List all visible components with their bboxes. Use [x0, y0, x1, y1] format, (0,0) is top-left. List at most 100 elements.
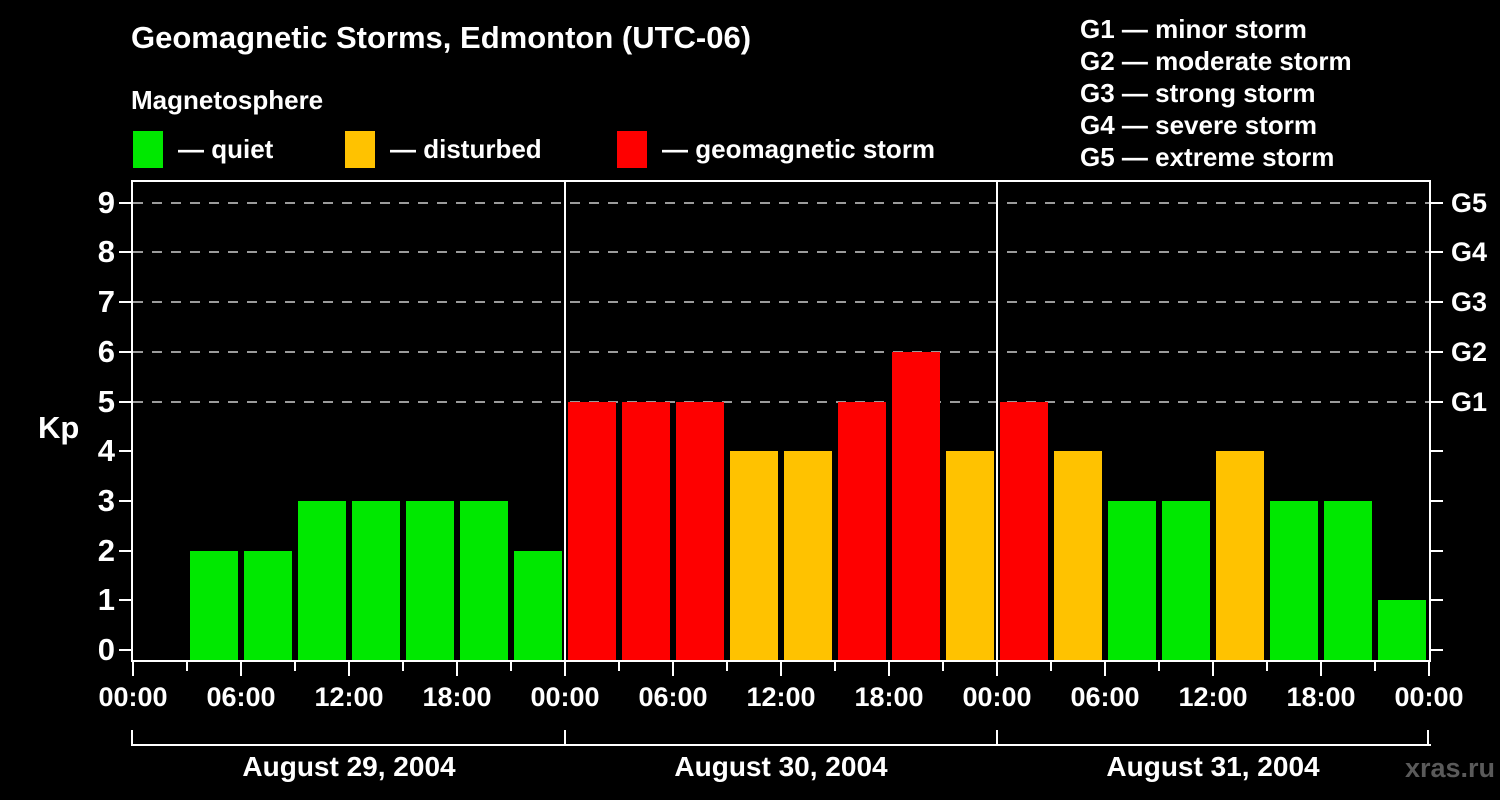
x-tick-label: 00:00: [1394, 682, 1464, 712]
kp-bar: [190, 550, 238, 660]
x-minor-tick: [1050, 662, 1052, 671]
x-major-tick: [1428, 662, 1430, 676]
kp-bar: [244, 550, 292, 660]
y-tick-label: 7: [97, 284, 115, 320]
x-tick-label: 18:00: [1286, 682, 1356, 712]
date-bracket-riser: [996, 730, 998, 745]
g-legend-line-1: G1 — minor storm: [1080, 14, 1307, 44]
legend-label-storm: — geomagnetic storm: [662, 134, 936, 164]
x-minor-tick: [834, 662, 836, 671]
x-tick-label: 18:00: [422, 682, 492, 712]
y-tick-label: 6: [97, 333, 115, 369]
kp-bar: [1324, 500, 1372, 660]
g-axis-tick: [1431, 499, 1443, 502]
kp-bar: [1216, 451, 1264, 660]
kp-bar: [568, 401, 616, 660]
x-minor-tick: [1266, 662, 1268, 671]
x-major-tick: [672, 662, 674, 676]
kp-bar: [406, 500, 454, 660]
x-tick-label: 12:00: [1178, 682, 1248, 712]
g-scale-label: G3: [1451, 287, 1488, 318]
g-axis-tick: [1431, 301, 1443, 304]
x-minor-tick: [726, 662, 728, 671]
y-tick-label: 4: [97, 433, 115, 469]
kp-bar: [1000, 401, 1048, 660]
x-tick-label: 12:00: [746, 682, 816, 712]
gridline-kp6: [133, 350, 1429, 353]
x-major-tick: [888, 662, 890, 676]
watermark: xras.ru: [1404, 753, 1495, 783]
x-minor-tick: [1374, 662, 1376, 671]
x-minor-tick: [402, 662, 404, 671]
x-major-tick: [456, 662, 458, 676]
quiet-color-swatch-icon: [133, 131, 163, 168]
kp-bar: [784, 451, 832, 660]
x-major-tick: [348, 662, 350, 676]
x-tick-label: 00:00: [98, 682, 168, 712]
y-axis-label: Kp: [38, 410, 80, 445]
x-tick-label: 06:00: [206, 682, 276, 712]
y-tick-label: 3: [97, 482, 115, 518]
disturbed-color-swatch-icon: [345, 131, 375, 168]
y-axis-tick: [119, 549, 131, 552]
x-tick-label: 18:00: [854, 682, 924, 712]
kp-bar: [1378, 600, 1426, 660]
g-scale-label: G5: [1451, 187, 1488, 218]
legend-item-storm: — geomagnetic storm: [617, 131, 935, 168]
day-separator: [996, 182, 998, 660]
x-minor-tick: [510, 662, 512, 671]
g-axis-tick: [1431, 649, 1443, 651]
y-tick-label: 0: [97, 632, 115, 667]
page-title: Geomagnetic Storms, Edmonton (UTC-06): [131, 20, 752, 55]
x-major-tick: [240, 662, 242, 676]
g-scale-legend: G1 — minor storm G2 — moderate storm G3 …: [1080, 13, 1352, 173]
date-bracket-riser: [131, 730, 133, 745]
g-scale-label: G1: [1451, 386, 1488, 417]
y-tick-label: 5: [97, 383, 115, 419]
y-axis-tick: [119, 400, 131, 403]
kp-bar: [460, 500, 508, 660]
x-major-tick: [1104, 662, 1106, 676]
kp-bar: [1270, 500, 1318, 660]
x-tick-label: 06:00: [638, 682, 708, 712]
kp-bar: [514, 550, 562, 660]
gridline-kp8: [133, 251, 1429, 254]
g-legend-line-4: G4 — severe storm: [1080, 110, 1318, 140]
y-axis-tick: [119, 201, 131, 204]
gridline-kp9: [133, 201, 1429, 204]
storm-color-swatch-icon: [617, 131, 647, 168]
g-axis-tick: [1431, 549, 1443, 552]
g-scale-label: G4: [1451, 237, 1488, 268]
gridline-kp7: [133, 301, 1429, 304]
x-major-tick: [780, 662, 782, 676]
y-axis-tick: [119, 599, 131, 602]
g-axis-tick: [1431, 350, 1443, 353]
g-legend-line-2: G2 — moderate storm: [1080, 46, 1352, 76]
day-separator: [564, 182, 566, 660]
y-axis-tick: [119, 251, 131, 254]
x-minor-tick: [618, 662, 620, 671]
gridline-kp5: [133, 400, 1429, 403]
g-scale-label: G2: [1451, 336, 1488, 367]
y-tick-label: 1: [97, 582, 115, 618]
y-tick-label: 8: [97, 234, 115, 270]
kp-bar: [838, 401, 886, 660]
x-tick-label: 12:00: [314, 682, 384, 712]
x-minor-tick: [186, 662, 188, 671]
kp-bar: [352, 500, 400, 660]
date-bracket-line: [131, 744, 1431, 746]
x-major-tick: [564, 662, 566, 676]
kp-bar: [1054, 451, 1102, 660]
date-label: August 29, 2004: [242, 751, 456, 782]
date-label: August 31, 2004: [1106, 751, 1320, 782]
date-bracket-riser: [564, 730, 566, 745]
y-axis-tick: [119, 649, 131, 651]
g-axis-tick: [1431, 400, 1443, 403]
kp-bar: [1108, 500, 1156, 660]
g-legend-line-5: G5 — extreme storm: [1080, 142, 1335, 172]
x-minor-tick: [294, 662, 296, 671]
x-tick-label: 00:00: [962, 682, 1032, 712]
x-tick-label: 00:00: [530, 682, 600, 712]
legend-label-quiet: — quiet: [178, 134, 274, 164]
